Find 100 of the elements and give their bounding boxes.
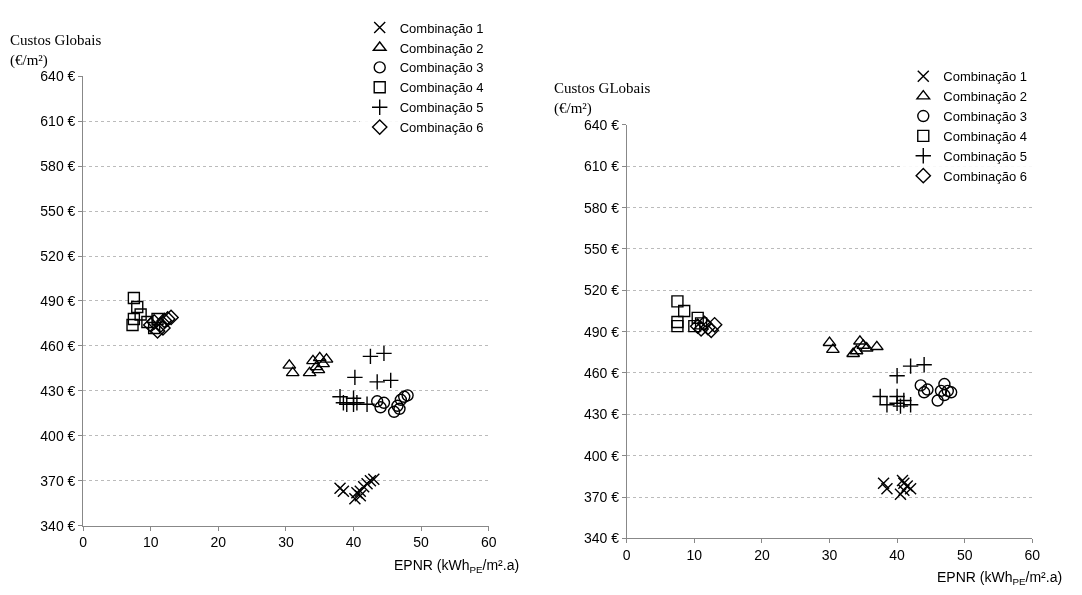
y-tick-label: 400 € <box>583 447 620 464</box>
point <box>694 317 708 330</box>
y-tick-label: 550 € <box>583 240 620 257</box>
point <box>141 315 154 329</box>
point <box>163 309 179 326</box>
point <box>316 357 331 368</box>
x-axis-title: EPNR (kWh$_{PE}$/m².a) <box>394 557 520 575</box>
point <box>902 357 920 375</box>
point <box>688 319 701 333</box>
point <box>127 312 141 326</box>
point <box>691 311 704 325</box>
point <box>931 394 944 407</box>
point <box>914 379 927 392</box>
point <box>367 473 381 486</box>
x-tick-label: 50 <box>413 534 430 551</box>
point <box>892 397 909 415</box>
point <box>377 396 391 410</box>
y-tick-label: 580 € <box>583 199 620 216</box>
legend-label: Combinação 1 <box>399 20 484 36</box>
point <box>387 405 401 418</box>
point <box>941 384 954 398</box>
point <box>126 318 139 332</box>
y-tick-label: 370 € <box>583 488 620 505</box>
legend-label: Combinação 6 <box>943 168 1028 184</box>
x-tick-label: 40 <box>345 534 362 551</box>
x-tick-label: 60 <box>1024 547 1041 564</box>
y-axis-title: Custos Globais (€/m²) <box>10 32 102 69</box>
y-tick-label: 640 € <box>40 68 76 85</box>
legend-label: Combinação 4 <box>943 128 1028 144</box>
point <box>671 315 684 329</box>
x-tick-label: 60 <box>480 534 497 551</box>
point <box>689 318 706 334</box>
x-tick-label: 20 <box>754 547 770 564</box>
point <box>700 319 716 336</box>
point <box>822 336 837 347</box>
legend-label: Combinação 2 <box>399 40 484 56</box>
y-tick-label: 640 € <box>583 116 620 133</box>
point <box>394 393 408 407</box>
point <box>944 386 958 399</box>
y-tick-label: 520 € <box>583 282 620 299</box>
y-tick-label: 370 € <box>40 472 76 489</box>
point <box>146 314 162 330</box>
point <box>671 319 684 333</box>
x-tick-label: 0 <box>79 534 88 551</box>
legend-label: Combinação 6 <box>399 120 484 136</box>
y-tick-label: 430 € <box>583 406 620 423</box>
point <box>693 321 709 337</box>
y-tick-label: 460 € <box>40 337 76 354</box>
y-tick-label: 490 € <box>583 323 620 340</box>
point <box>888 388 906 405</box>
point <box>671 295 684 308</box>
x-axis-title: EPNR (kWh$_{PE}$/m².a) <box>937 569 1063 587</box>
y-tick-label: 610 € <box>40 113 76 130</box>
point <box>869 340 884 351</box>
point <box>147 321 161 335</box>
point <box>285 366 300 377</box>
x-tick-label: 50 <box>956 547 973 564</box>
y-axis-title: Custos GLobais (€/m²) <box>554 80 651 117</box>
point <box>134 308 147 321</box>
y-tick-label: 490 € <box>40 292 76 309</box>
x-tick-label: 20 <box>210 534 227 551</box>
y-tick-label: 610 € <box>583 158 620 175</box>
x-tick-label: 30 <box>821 547 838 564</box>
point <box>825 343 840 354</box>
point <box>374 401 387 414</box>
y-tick-label: 460 € <box>583 364 620 381</box>
x-tick-label: 0 <box>622 547 631 564</box>
point <box>696 315 713 332</box>
y-tick-label: 550 € <box>40 203 76 220</box>
y-tick-label: 340 € <box>40 517 76 534</box>
x-tick-label: 40 <box>889 547 906 564</box>
point <box>358 395 376 413</box>
point <box>345 395 362 413</box>
x-tick-label: 10 <box>142 534 159 551</box>
y-tick-label: 400 € <box>40 427 76 444</box>
point <box>938 377 951 391</box>
point <box>142 317 159 333</box>
point <box>302 366 317 377</box>
legend-label: Combinação 1 <box>943 69 1028 85</box>
y-tick-label: 520 € <box>40 247 76 264</box>
legend-label: Combinação 4 <box>399 80 484 96</box>
point <box>127 291 141 305</box>
legend-label: Combinação 5 <box>399 100 484 116</box>
point <box>375 344 393 362</box>
point <box>368 373 386 391</box>
point <box>888 367 906 385</box>
x-tick-label: 30 <box>278 534 294 551</box>
point <box>703 322 720 339</box>
legend-label: Combinação 5 <box>943 148 1028 164</box>
point <box>921 383 934 396</box>
point <box>370 395 384 408</box>
x-tick-label: 10 <box>686 547 703 564</box>
legend-label: Combinação 3 <box>943 109 1028 125</box>
point <box>877 477 890 490</box>
point <box>346 368 364 386</box>
legend-label: Combinação 3 <box>399 60 484 76</box>
point <box>895 392 913 409</box>
point <box>335 394 352 412</box>
point <box>677 304 691 318</box>
legend-label: Combinação 2 <box>943 89 1028 105</box>
